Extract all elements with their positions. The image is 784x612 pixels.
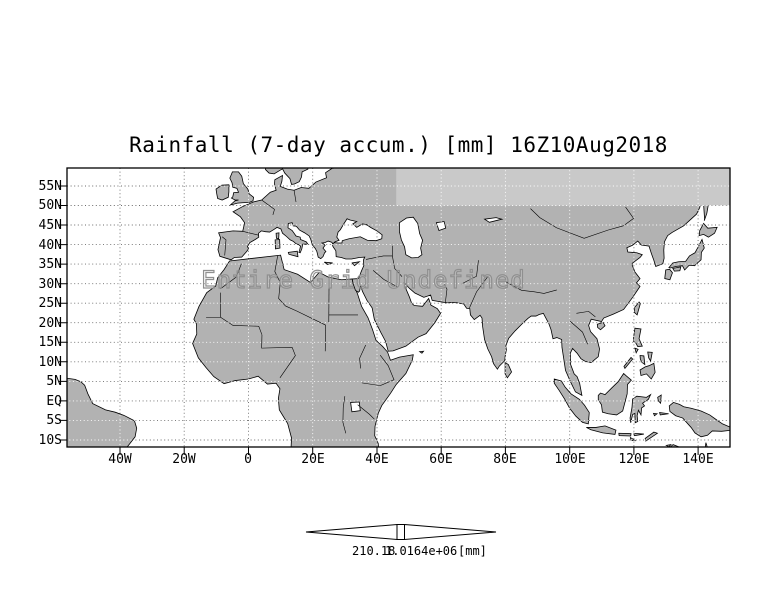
lon-axis-label: 120E <box>618 452 650 467</box>
landmass-cyprus <box>352 262 359 266</box>
landmass-timor <box>645 432 657 441</box>
landmass-crete <box>324 262 332 264</box>
landmass-eurasia <box>218 168 730 396</box>
landmass-scandinavia <box>265 168 308 185</box>
landmass-cape-york <box>703 443 715 447</box>
landmass-samar <box>648 352 652 361</box>
landmass-madagascar <box>405 447 410 452</box>
landmass-panay-negros <box>640 356 645 365</box>
lat-axis-label: 5N <box>46 374 62 389</box>
shaded-band <box>396 168 730 206</box>
lat-axis-label: 30N <box>38 277 62 292</box>
lat-axis-label: 5S <box>46 413 62 428</box>
landmass-south-america <box>67 378 137 447</box>
landmass-ireland <box>216 185 229 200</box>
landmass-buru <box>654 413 658 415</box>
aral-sea <box>436 222 445 231</box>
lon-axis-label: 20W <box>172 452 196 467</box>
caspian-sea <box>399 217 422 258</box>
lake-balkhash <box>485 218 502 223</box>
lon-axis-label: 40E <box>365 452 389 467</box>
landmass-melville-island <box>666 445 670 447</box>
landmass-sulawesi <box>630 395 651 423</box>
lon-axis-label: 60E <box>429 452 453 467</box>
map-frame <box>66 167 731 448</box>
landmass-hokkaido <box>699 223 717 237</box>
landmass-sumatra <box>554 379 589 424</box>
lat-axis-label: EQ <box>46 394 62 409</box>
lat-axis-label: 10S <box>38 433 62 448</box>
lat-axis-label: 20N <box>38 316 62 331</box>
landmass-hainan <box>597 322 605 329</box>
lon-axis-label: 100E <box>554 452 586 467</box>
lakes-layer <box>351 217 502 412</box>
colorbar-left-arrow <box>305 523 398 541</box>
landmass-halmahera <box>658 395 662 403</box>
landmass-luzon <box>634 328 643 346</box>
lat-axis-label: 35N <box>38 257 62 272</box>
landmass-socotra <box>420 351 424 353</box>
landmass-mindanao <box>640 363 655 379</box>
undefined-grid-label: Entire Grid Undefined <box>201 265 526 294</box>
landmass-kyushu <box>665 269 673 280</box>
lon-axis-label: 140E <box>682 452 714 467</box>
colorbar <box>305 523 497 541</box>
lat-axis-label: 25N <box>38 296 62 311</box>
landmass-ceram <box>660 413 669 415</box>
colorbar-units-label: [mm] <box>458 544 487 558</box>
lat-axis-ticks <box>59 185 67 441</box>
colorbar-mid-segment <box>396 524 405 540</box>
lat-axis-label: 45N <box>38 218 62 233</box>
landmass-palawan <box>624 357 633 368</box>
landmass-new-guinea <box>669 402 730 436</box>
lon-axis-ticks <box>119 447 699 455</box>
lat-axis-label: 50N <box>38 198 62 213</box>
landmass-sicily <box>288 251 298 256</box>
lat-axis-label: 10N <box>38 355 62 370</box>
landmass-mindoro <box>635 348 638 353</box>
landmass-sardinia <box>275 239 280 248</box>
graticule-grid-overlay <box>67 168 730 447</box>
landmass-honshu <box>669 239 704 269</box>
landmass-shikoku <box>673 267 681 271</box>
colorbar-min-label: 210.18 <box>352 544 396 558</box>
lat-axis-label: 15N <box>38 335 62 350</box>
landmass-java <box>586 426 616 435</box>
landmass-sri-lanka <box>505 363 511 378</box>
lon-axis-label: 20E <box>301 452 325 467</box>
country-borders-layer <box>206 190 634 433</box>
landmass-corsica <box>276 233 279 239</box>
lon-axis-label: 0 <box>244 452 252 467</box>
landmass-great-britain <box>230 172 254 205</box>
colorbar-right-arrow <box>404 523 497 541</box>
plot-title: Rainfall (7-day accum.) [mm] 16Z10Aug201… <box>129 133 668 157</box>
landmass-flores <box>634 433 644 435</box>
lon-axis-label: 80E <box>493 452 517 467</box>
colorbar-max-label: 1.0164e+06 <box>385 544 458 558</box>
landmass-lesser-sunda <box>619 433 631 436</box>
lat-axis-label: 55N <box>38 179 62 194</box>
landmass-borneo <box>598 374 631 415</box>
lake-victoria <box>351 402 361 412</box>
lon-axis-label: 40W <box>108 452 132 467</box>
landmass-taiwan <box>634 302 640 315</box>
lat-axis-label: 40N <box>38 238 62 253</box>
